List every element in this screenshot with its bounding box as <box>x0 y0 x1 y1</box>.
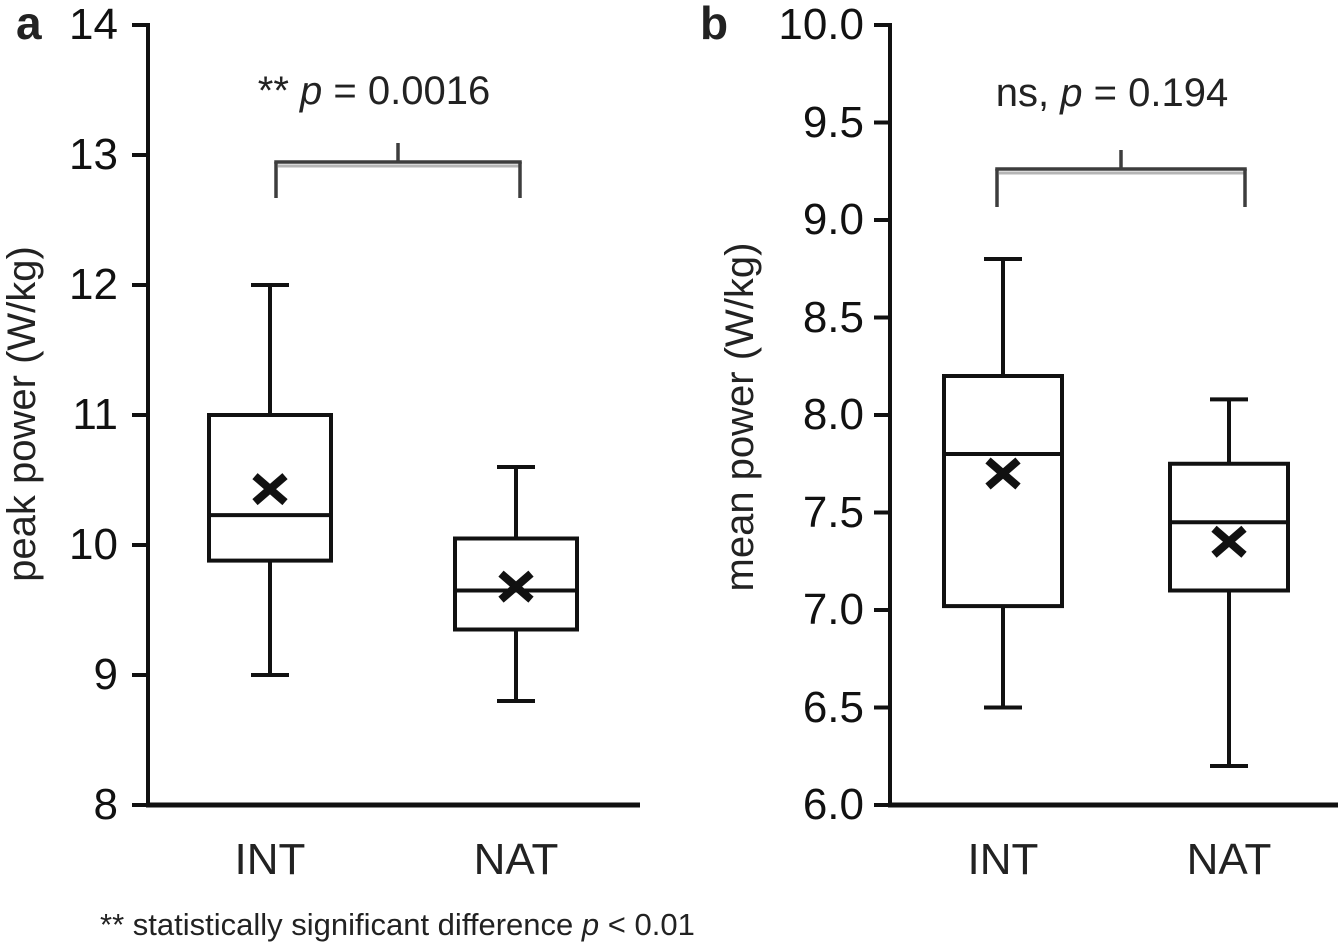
sig-b-p-symbol: p <box>1060 71 1083 115</box>
sig-a-suffix: = 0.0016 <box>322 69 491 113</box>
axes-panel-b <box>874 23 1338 808</box>
mean-x-marker <box>252 473 288 506</box>
y-tick-label: 7.5 <box>802 487 864 537</box>
x-category-label-nat-b: NAT <box>1186 835 1272 884</box>
sig-b-prefix: ns, <box>995 71 1061 115</box>
footnote-suffix: < 0.01 <box>599 907 695 942</box>
y-tick-label: 9.5 <box>802 97 864 147</box>
x-category-label-int-b: INT <box>967 835 1039 884</box>
y-tick-label: 8.5 <box>802 292 864 342</box>
panel-a-label: a <box>16 0 42 49</box>
mean-x-marker <box>1211 525 1247 558</box>
footnote-significance: ** statistically significant difference … <box>100 907 695 943</box>
axes-panel-a <box>132 23 640 808</box>
y-tick-label: 9 <box>93 650 118 699</box>
y-tick-label: 6.0 <box>802 780 864 829</box>
footnote-p-symbol: p <box>581 907 600 942</box>
y-tick-label: 13 <box>69 130 118 179</box>
y-tick-label: 7.0 <box>802 585 864 634</box>
x-category-label-int-a: INT <box>234 835 306 884</box>
boxplot-NAT-panel-a <box>453 465 579 703</box>
boxplot-INT-panel-a <box>207 283 333 677</box>
boxplot-INT-panel-b <box>942 257 1064 710</box>
y-tick-label: 10 <box>69 520 118 569</box>
y-tick-label: 12 <box>69 260 118 309</box>
y-tick-label: 14 <box>69 0 118 49</box>
iqr-box <box>1168 461 1290 593</box>
y-tick-label: 8 <box>93 780 118 829</box>
y-tick-label: 11 <box>72 390 118 439</box>
y-tick-label: 6.5 <box>802 682 864 732</box>
y-tick-label: 10.0 <box>778 0 864 49</box>
sig-a-p-symbol: p <box>300 69 323 113</box>
y-tick-label: 9.0 <box>802 195 864 244</box>
footnote-prefix: ** statistically significant difference <box>100 907 582 942</box>
significance-bracket-panel-b <box>995 150 1247 207</box>
boxplot-NAT-panel-b <box>1168 397 1290 768</box>
significance-text-panel-b: ns, p = 0.194 <box>996 73 1228 113</box>
sig-a-prefix: ** <box>257 69 301 113</box>
x-category-label-nat-a: NAT <box>473 835 559 884</box>
iqr-box <box>942 374 1064 609</box>
mean-x-marker <box>985 457 1021 490</box>
sig-b-suffix: = 0.194 <box>1082 71 1229 115</box>
mean-x-marker <box>498 570 534 603</box>
panel-b-label: b <box>700 0 729 49</box>
y-tick-label: 8.0 <box>802 390 864 439</box>
significance-bracket-panel-a <box>274 143 522 198</box>
significance-text-panel-a: ** p = 0.0016 <box>258 71 490 111</box>
